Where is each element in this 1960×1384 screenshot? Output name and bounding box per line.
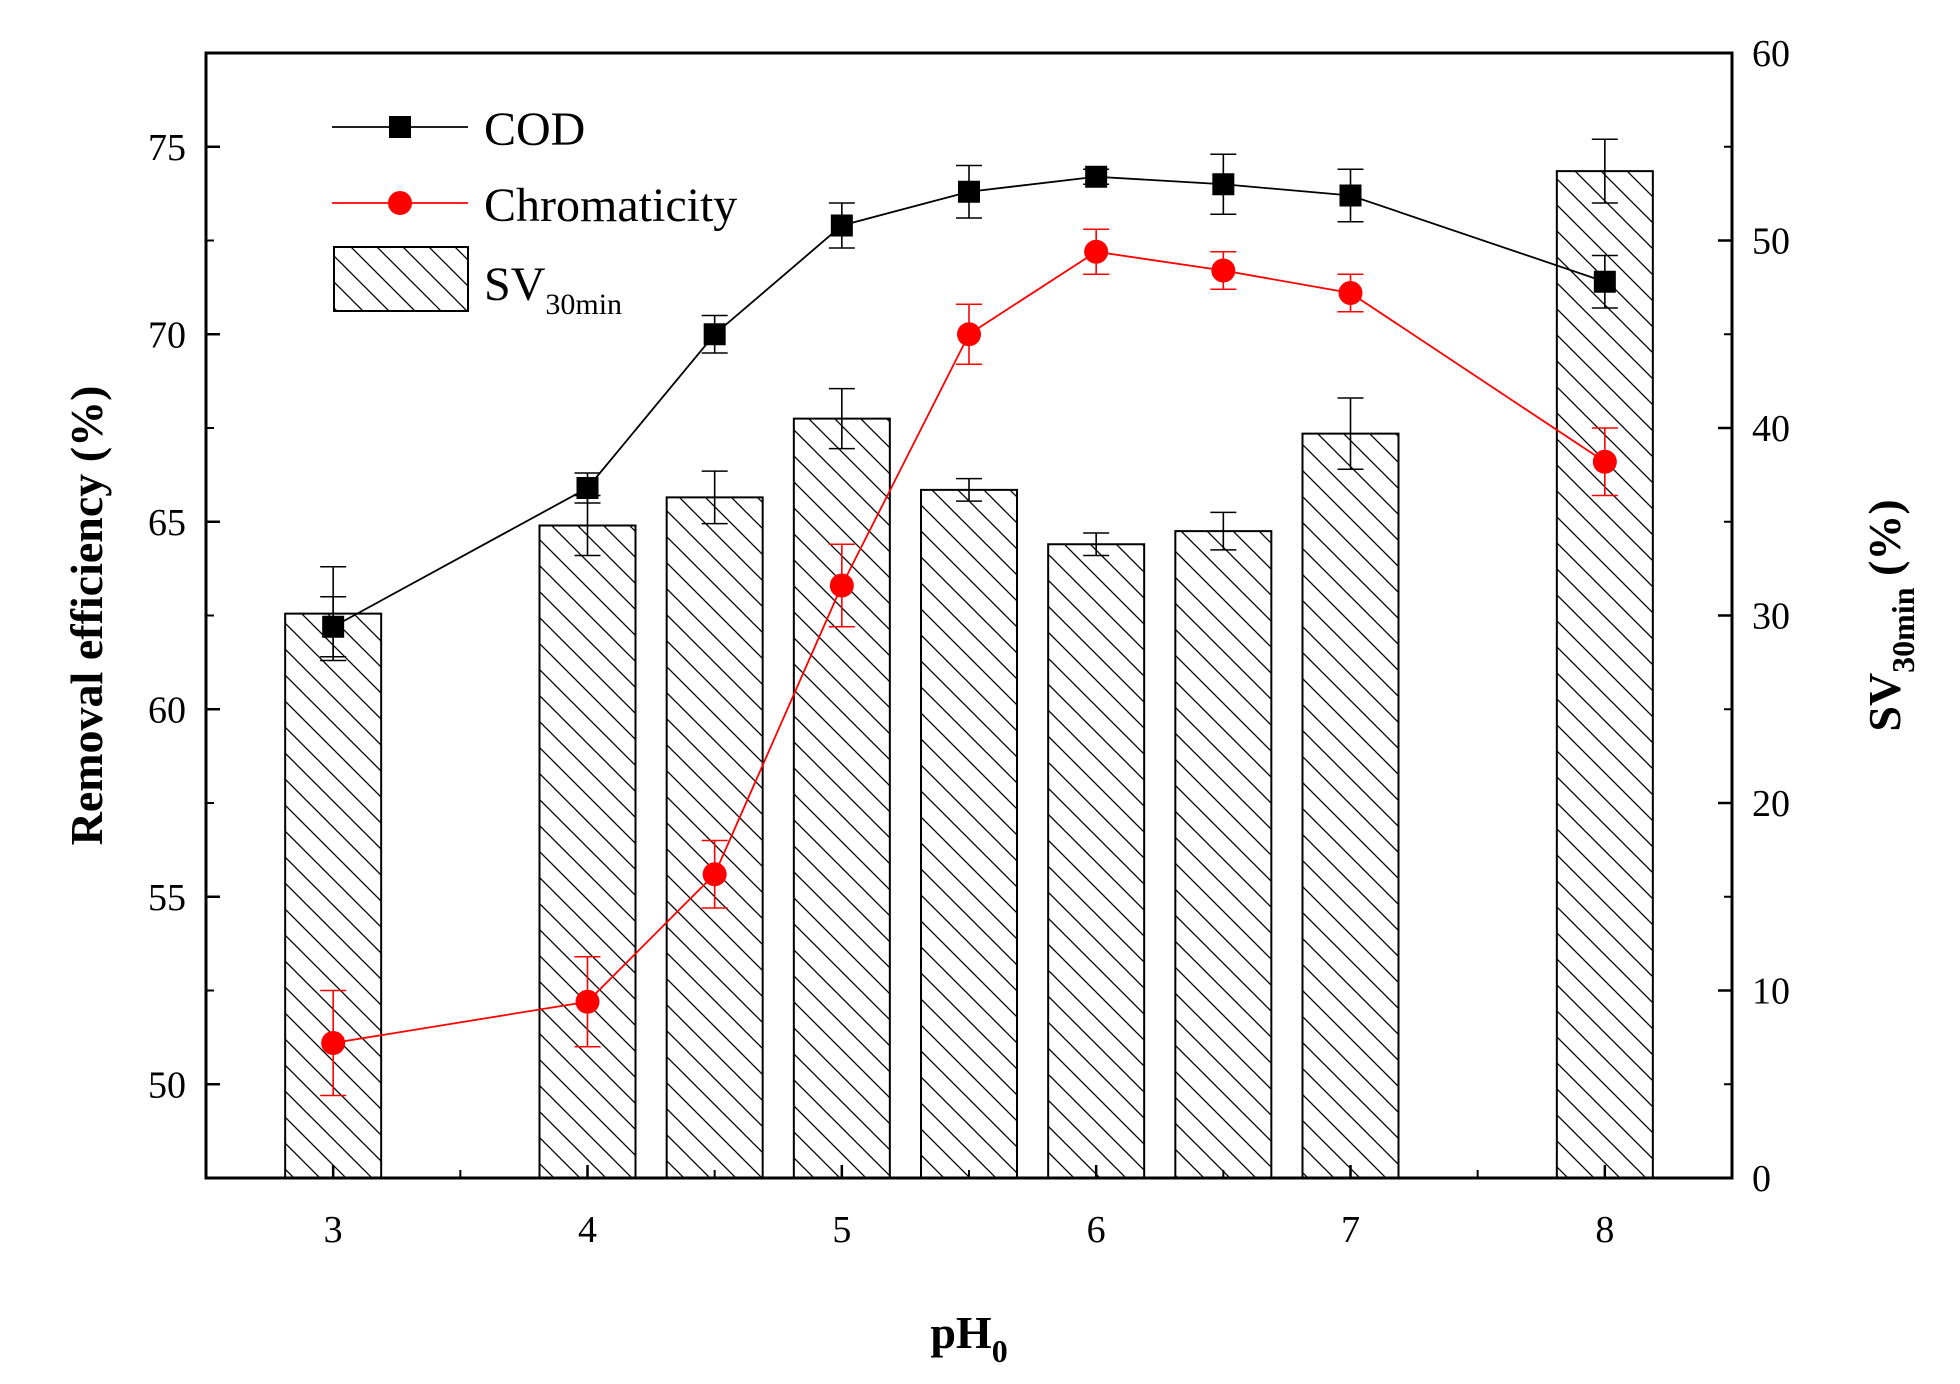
y-right-tick-label: 40 — [1752, 408, 1790, 450]
sv30min-bars — [284, 138, 1654, 1179]
y-left-tick-label: 50 — [148, 1064, 186, 1106]
y-right-axis-title: SV30min (%) — [1859, 499, 1921, 731]
legend-sv30min-label: SV30min — [484, 258, 622, 321]
sv30min-error-bar — [701, 470, 728, 525]
y-left-tick-label: 65 — [148, 502, 186, 544]
legend-cod-label: COD — [484, 103, 585, 156]
chromaticity-marker — [1211, 258, 1236, 283]
chromaticity-marker — [957, 322, 981, 347]
sv30min-error-bar — [956, 477, 982, 502]
cod-marker — [703, 323, 726, 346]
x-tick-label: 8 — [1595, 1209, 1614, 1251]
legend-chromaticity-marker — [388, 191, 412, 215]
sv30min-bar — [792, 417, 891, 1179]
cod-marker — [1339, 184, 1362, 207]
y-right-tick-label: 30 — [1752, 596, 1790, 638]
x-tick-label: 5 — [832, 1209, 851, 1251]
y-left-tick-label: 55 — [148, 877, 186, 919]
cod-marker — [958, 180, 980, 203]
sv30min-bar — [1174, 530, 1273, 1179]
y-left-tick-label: 60 — [148, 689, 186, 731]
chromaticity-marker — [829, 573, 854, 598]
cod-marker — [322, 615, 345, 638]
chromaticity-marker — [1338, 281, 1363, 305]
chromaticity-marker — [321, 1031, 346, 1055]
cod-marker — [1212, 173, 1235, 196]
cod-marker — [576, 477, 599, 499]
data-lines — [320, 153, 1618, 1097]
x-tick-label: 7 — [1341, 1209, 1360, 1251]
y-right-tick-label: 10 — [1752, 971, 1790, 1013]
legend-item-chromaticity: Chromaticity — [332, 179, 737, 232]
x-tick-label: 6 — [1087, 1209, 1106, 1251]
legend-item-cod: COD — [332, 103, 585, 156]
legend-cod-marker — [389, 116, 411, 138]
y-left-tick-label: 70 — [148, 314, 186, 356]
sv30min-bar — [538, 524, 637, 1179]
cod-marker — [1593, 270, 1616, 293]
sv30min-bar — [920, 488, 1018, 1179]
chromaticity-marker — [1084, 239, 1109, 264]
sv30min-error-bar — [1591, 138, 1618, 204]
legend-item-sv30min: SV30min — [333, 246, 622, 321]
y-left-tick-label: 75 — [148, 127, 186, 169]
sv30min-bar — [1047, 543, 1146, 1179]
sv30min-error-bar — [828, 387, 855, 450]
cod-marker — [1085, 165, 1108, 188]
y-right-tick-label: 60 — [1752, 33, 1790, 75]
sv30min-bar — [1301, 432, 1400, 1179]
cod-marker — [830, 214, 853, 237]
legend-chromaticity-label: Chromaticity — [484, 179, 737, 232]
y-right-tick-label: 0 — [1752, 1158, 1771, 1200]
y-right-tick-label: 50 — [1752, 221, 1790, 263]
chromaticity-marker — [1592, 449, 1617, 474]
y-right-tick-label: 20 — [1752, 783, 1790, 825]
sv30min-error-bar — [1337, 397, 1364, 471]
sv30min-error-bar — [1210, 511, 1237, 551]
sv30min-error-bar — [1083, 532, 1110, 557]
x-tick-label: 4 — [578, 1209, 597, 1251]
sv30min-bar — [1555, 170, 1654, 1179]
x-axis-title: pH0 — [930, 1307, 1007, 1369]
sv30min-bar — [665, 496, 764, 1179]
legend-sv30min-swatch — [333, 246, 469, 312]
legend: COD Chromaticity SV30min — [332, 103, 737, 321]
chromaticity-marker — [575, 989, 600, 1014]
chromaticity-marker — [702, 862, 727, 887]
y-left-axis-title: Removal efficiency (%) — [61, 386, 112, 846]
x-tick-label: 3 — [324, 1209, 343, 1251]
